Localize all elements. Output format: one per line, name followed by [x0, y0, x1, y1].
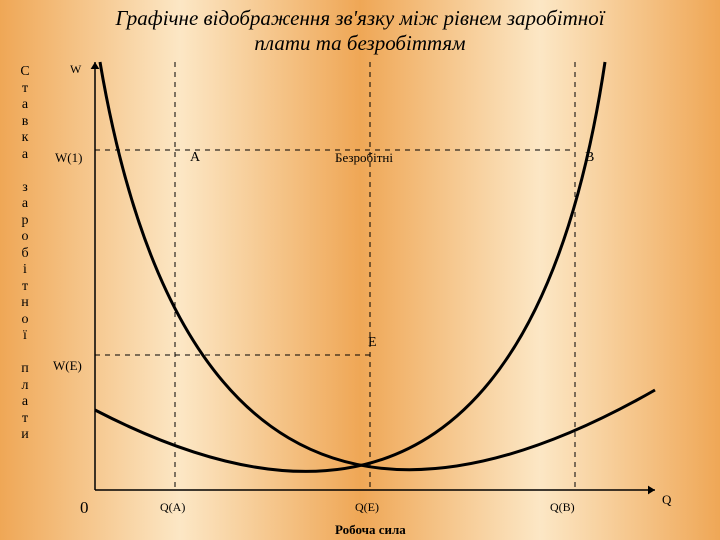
label-Bezr: Безробітні: [335, 150, 393, 166]
label-O: 0: [80, 498, 89, 518]
slide-canvas: Графічне відображення зв'язку між рівнем…: [0, 0, 720, 540]
label-A: A: [190, 150, 200, 166]
label-W1: W(1): [55, 150, 82, 166]
label-Q: Q: [662, 492, 671, 508]
label-QA: Q(A): [160, 500, 185, 515]
label-B: B: [585, 150, 594, 166]
label-W: W: [70, 62, 81, 77]
label-QE: Q(E): [355, 500, 379, 515]
label-WE: W(E): [53, 358, 82, 374]
economics-chart: [0, 0, 720, 540]
label-Xlab: Робоча сила: [335, 522, 406, 538]
label-QB: Q(B): [550, 500, 575, 515]
label-E: E: [368, 335, 377, 351]
